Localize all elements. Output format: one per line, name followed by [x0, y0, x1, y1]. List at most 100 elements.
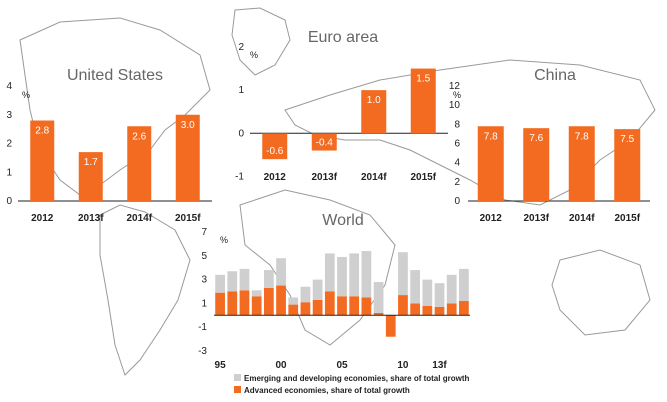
world-xtick-label: 10: [397, 360, 409, 371]
euro-data-label: -0.6: [266, 146, 284, 157]
us-ytick-label: 1: [6, 167, 12, 178]
china-ytick-label: 12: [449, 81, 461, 92]
euro-data-label: 1.0: [367, 95, 381, 106]
world-bar-advanced: [459, 301, 469, 316]
us-unit-label: %: [22, 90, 30, 100]
world-bar-advanced: [446, 303, 457, 316]
world-bar-emerging: [446, 274, 457, 304]
world-bar-advanced: [263, 287, 274, 316]
world-unit-label: %: [220, 235, 228, 245]
euro-data-label: -0.4: [316, 138, 334, 149]
world-ytick-label: 1: [201, 298, 207, 309]
china-data-label: 7.5: [620, 134, 634, 145]
world-xtick-label: 95: [215, 360, 227, 371]
world-bar-advanced: [361, 297, 372, 316]
world-bar-advanced: [251, 296, 262, 316]
legend-label: Emerging and developing economies, share…: [244, 374, 469, 383]
euro-unit-label: %: [250, 50, 258, 60]
world-bar-advanced: [239, 290, 250, 316]
world-bar-emerging: [251, 290, 262, 297]
world-bar-emerging: [373, 281, 384, 313]
euro-category-label: 2013f: [311, 172, 337, 183]
china-chart: China% 0 2 4 6 8 10 12 7.8 2012 7.6 2013f 7.8 2014f 7.…: [449, 67, 650, 224]
euro-ytick-label: 2: [238, 42, 244, 53]
china-data-label: 7.8: [484, 131, 498, 142]
world-xtick-label: 00: [275, 360, 287, 371]
euro-data-label: 1.5: [416, 74, 430, 85]
china-data-label: 7.6: [529, 133, 543, 144]
world-bar-advanced: [300, 302, 311, 316]
china-ytick-label: 10: [449, 100, 461, 111]
china-category-label: 2014f: [569, 213, 595, 224]
world-bar-advanced: [215, 292, 225, 316]
euro-bar: [262, 133, 288, 160]
world-bar-emerging: [349, 253, 360, 297]
world-bar-advanced: [422, 305, 433, 316]
us-ytick-label: 3: [6, 110, 12, 121]
world-bar-advanced: [398, 295, 408, 316]
world-bar-advanced: [276, 285, 286, 316]
world-map-background: [19, 7, 656, 376]
legend-label: Advanced economies, share of total growt…: [244, 386, 410, 395]
world-ytick-label: 7: [201, 227, 207, 238]
china-ytick-label: 0: [454, 196, 460, 207]
us-category-label: 2012: [31, 213, 54, 224]
euro-category-label: 2014f: [361, 172, 387, 183]
us-category-label: 2015f: [175, 213, 201, 224]
us-data-label: 3.0: [181, 120, 195, 131]
world-bar-emerging: [410, 270, 421, 304]
us-bar: [175, 114, 200, 201]
world-bar-emerging: [434, 283, 445, 307]
us-category-label: 2014f: [126, 213, 152, 224]
china-bar: [568, 126, 595, 201]
world-bar-emerging: [227, 271, 238, 292]
world-bar-emerging: [398, 252, 408, 296]
us-category-label: 2013f: [78, 213, 104, 224]
world-bar-emerging: [312, 279, 323, 300]
us-ytick-label: 0: [6, 196, 12, 207]
china-category-label: 2012: [480, 213, 503, 224]
world-bar-emerging: [215, 274, 225, 293]
china-ytick-label: 8: [454, 119, 460, 130]
us-bar: [30, 120, 55, 201]
us-data-label: 2.8: [35, 126, 49, 137]
us-bar: [78, 152, 103, 201]
world-ytick-label: -1: [198, 322, 207, 333]
china-ytick-label: 4: [454, 158, 460, 169]
euro-chart: Euro area% -1 0 1 2 -0.6 2012 -0.4 2013f 1.0 2014f…: [235, 29, 448, 183]
euro-category-label: 2015f: [410, 172, 436, 183]
world-bar-emerging: [288, 297, 299, 305]
us-ytick-label: 4: [6, 81, 12, 92]
china-unit-label: %: [453, 90, 461, 100]
world-bar-advanced: [349, 296, 360, 316]
world-bar-emerging: [239, 268, 250, 291]
world-bar-advanced: [312, 299, 323, 316]
us-data-label: 1.7: [84, 157, 98, 168]
us-data-label: 2.6: [132, 131, 146, 142]
china-bar: [614, 129, 641, 201]
china-bar: [477, 126, 504, 201]
world-bar-advanced: [227, 291, 238, 316]
world-bar-emerging: [361, 251, 372, 298]
euro-category-label: 2012: [264, 172, 287, 183]
world-bar-advanced: [373, 312, 384, 316]
world-bar-emerging: [324, 253, 335, 292]
world-bar-emerging: [337, 256, 347, 297]
euro-title: Euro area: [308, 29, 378, 46]
world-xtick-label: 05: [336, 360, 348, 371]
world-bar-emerging: [276, 258, 286, 286]
legend-swatch: [234, 374, 241, 381]
china-data-label: 7.8: [575, 131, 589, 142]
euro-bar: [361, 90, 387, 134]
world-bar-emerging: [422, 279, 433, 306]
world-bar-emerging: [459, 268, 469, 302]
world-bar-advanced: [337, 296, 347, 316]
world-bar-advanced: [324, 291, 335, 316]
charts-layer: United States%012342.820121.72013f2.6201…: [6, 29, 650, 395]
world-title: World: [322, 212, 364, 229]
us-ytick-label: 2: [6, 139, 12, 150]
world-xtick-label: 13f: [432, 360, 447, 371]
world-bar-emerging: [263, 270, 274, 288]
euro-ytick-label: 0: [238, 128, 244, 139]
euro-bar: [311, 133, 337, 151]
